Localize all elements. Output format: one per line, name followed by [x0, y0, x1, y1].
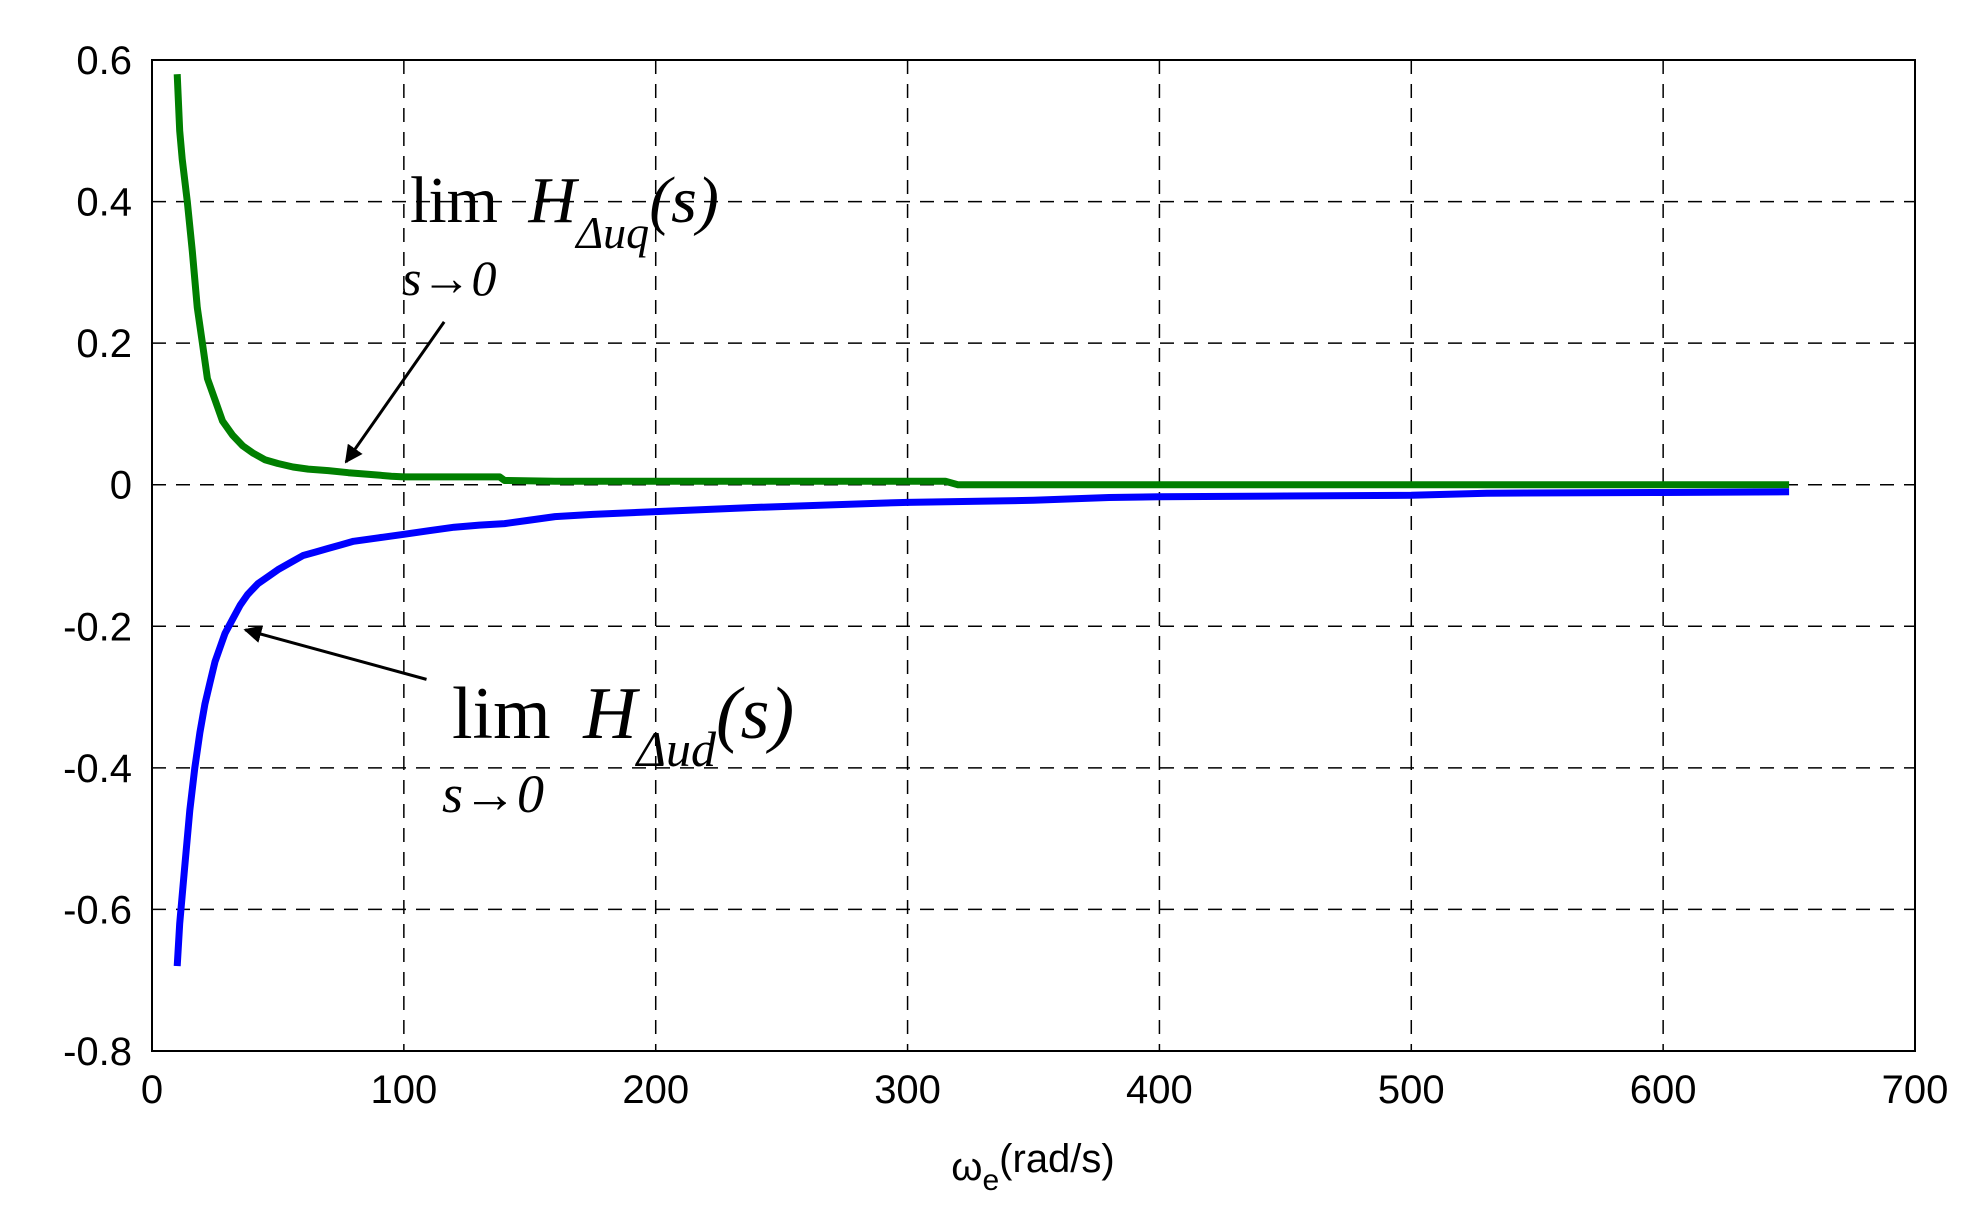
x-tick-label-3: 300 [874, 1068, 941, 1112]
annotation-uq-arrow [344, 321, 446, 464]
svg-text:lim HΔuq(s): lim HΔuq(s) [410, 164, 719, 258]
x-axis-label-unit: (rad/s) [999, 1137, 1115, 1181]
x-axis-label: ωe(rad/s) [951, 1137, 1115, 1197]
annotation-ud: lim HΔud(s) s→0 [243, 625, 794, 824]
series-line-0 [173, 74, 1790, 489]
y-tick-label-0: 0.6 [76, 39, 132, 83]
annotation-ud-h: H [582, 673, 640, 755]
x-tick-label-0: 0 [141, 1068, 163, 1112]
x-tick-label-4: 400 [1126, 1068, 1193, 1112]
y-tick-labels: 0.6 0.4 0.2 0 -0.2 -0.4 -0.6 -0.8 [63, 39, 132, 1074]
y-tick-label-3: 0 [110, 464, 132, 508]
grid [152, 60, 1915, 1051]
annotation-uq-h: H [528, 164, 580, 237]
annotation-ud-arrow [243, 625, 427, 681]
x-tick-label-6: 600 [1630, 1068, 1697, 1112]
x-tick-label-2: 200 [622, 1068, 689, 1112]
x-tick-label-5: 500 [1378, 1068, 1445, 1112]
y-tick-label-5: -0.4 [63, 747, 132, 791]
annotation-ud-arg: (s) [716, 673, 794, 755]
x-tick-labels: 0 100 200 300 400 500 600 700 [141, 1068, 1949, 1112]
y-tick-label-4: -0.2 [63, 605, 132, 649]
plot-area [152, 60, 1915, 1051]
annotation-ud-under: s→0 [442, 764, 544, 824]
annotation-uq: lim HΔuq(s) s→0 [344, 164, 719, 464]
x-tick-label-1: 100 [370, 1068, 437, 1112]
x-axis-label-subscript: e [982, 1164, 999, 1197]
annotation-uq-sub: Δuq [574, 207, 649, 258]
series-group [173, 74, 1790, 967]
annotation-ud-lim: lim [452, 673, 551, 755]
plot-frame [151, 59, 1916, 1052]
svg-text:lim HΔud(s): lim HΔud(s) [452, 673, 794, 777]
annotation-uq-arg: (s) [649, 164, 719, 237]
series-line-1 [173, 488, 1790, 967]
y-tick-label-1: 0.4 [76, 181, 132, 225]
annotation-uq-lim: lim [410, 164, 498, 237]
x-tick-label-7: 700 [1882, 1068, 1949, 1112]
annotation-uq-under: s→0 [402, 250, 496, 306]
annotation-ud-sub: Δud [635, 721, 717, 777]
y-tick-label-6: -0.6 [63, 888, 132, 932]
x-axis-label-symbol: ω [951, 1145, 982, 1189]
y-tick-label-2: 0.2 [76, 322, 132, 366]
y-tick-label-7: -0.8 [63, 1030, 132, 1074]
